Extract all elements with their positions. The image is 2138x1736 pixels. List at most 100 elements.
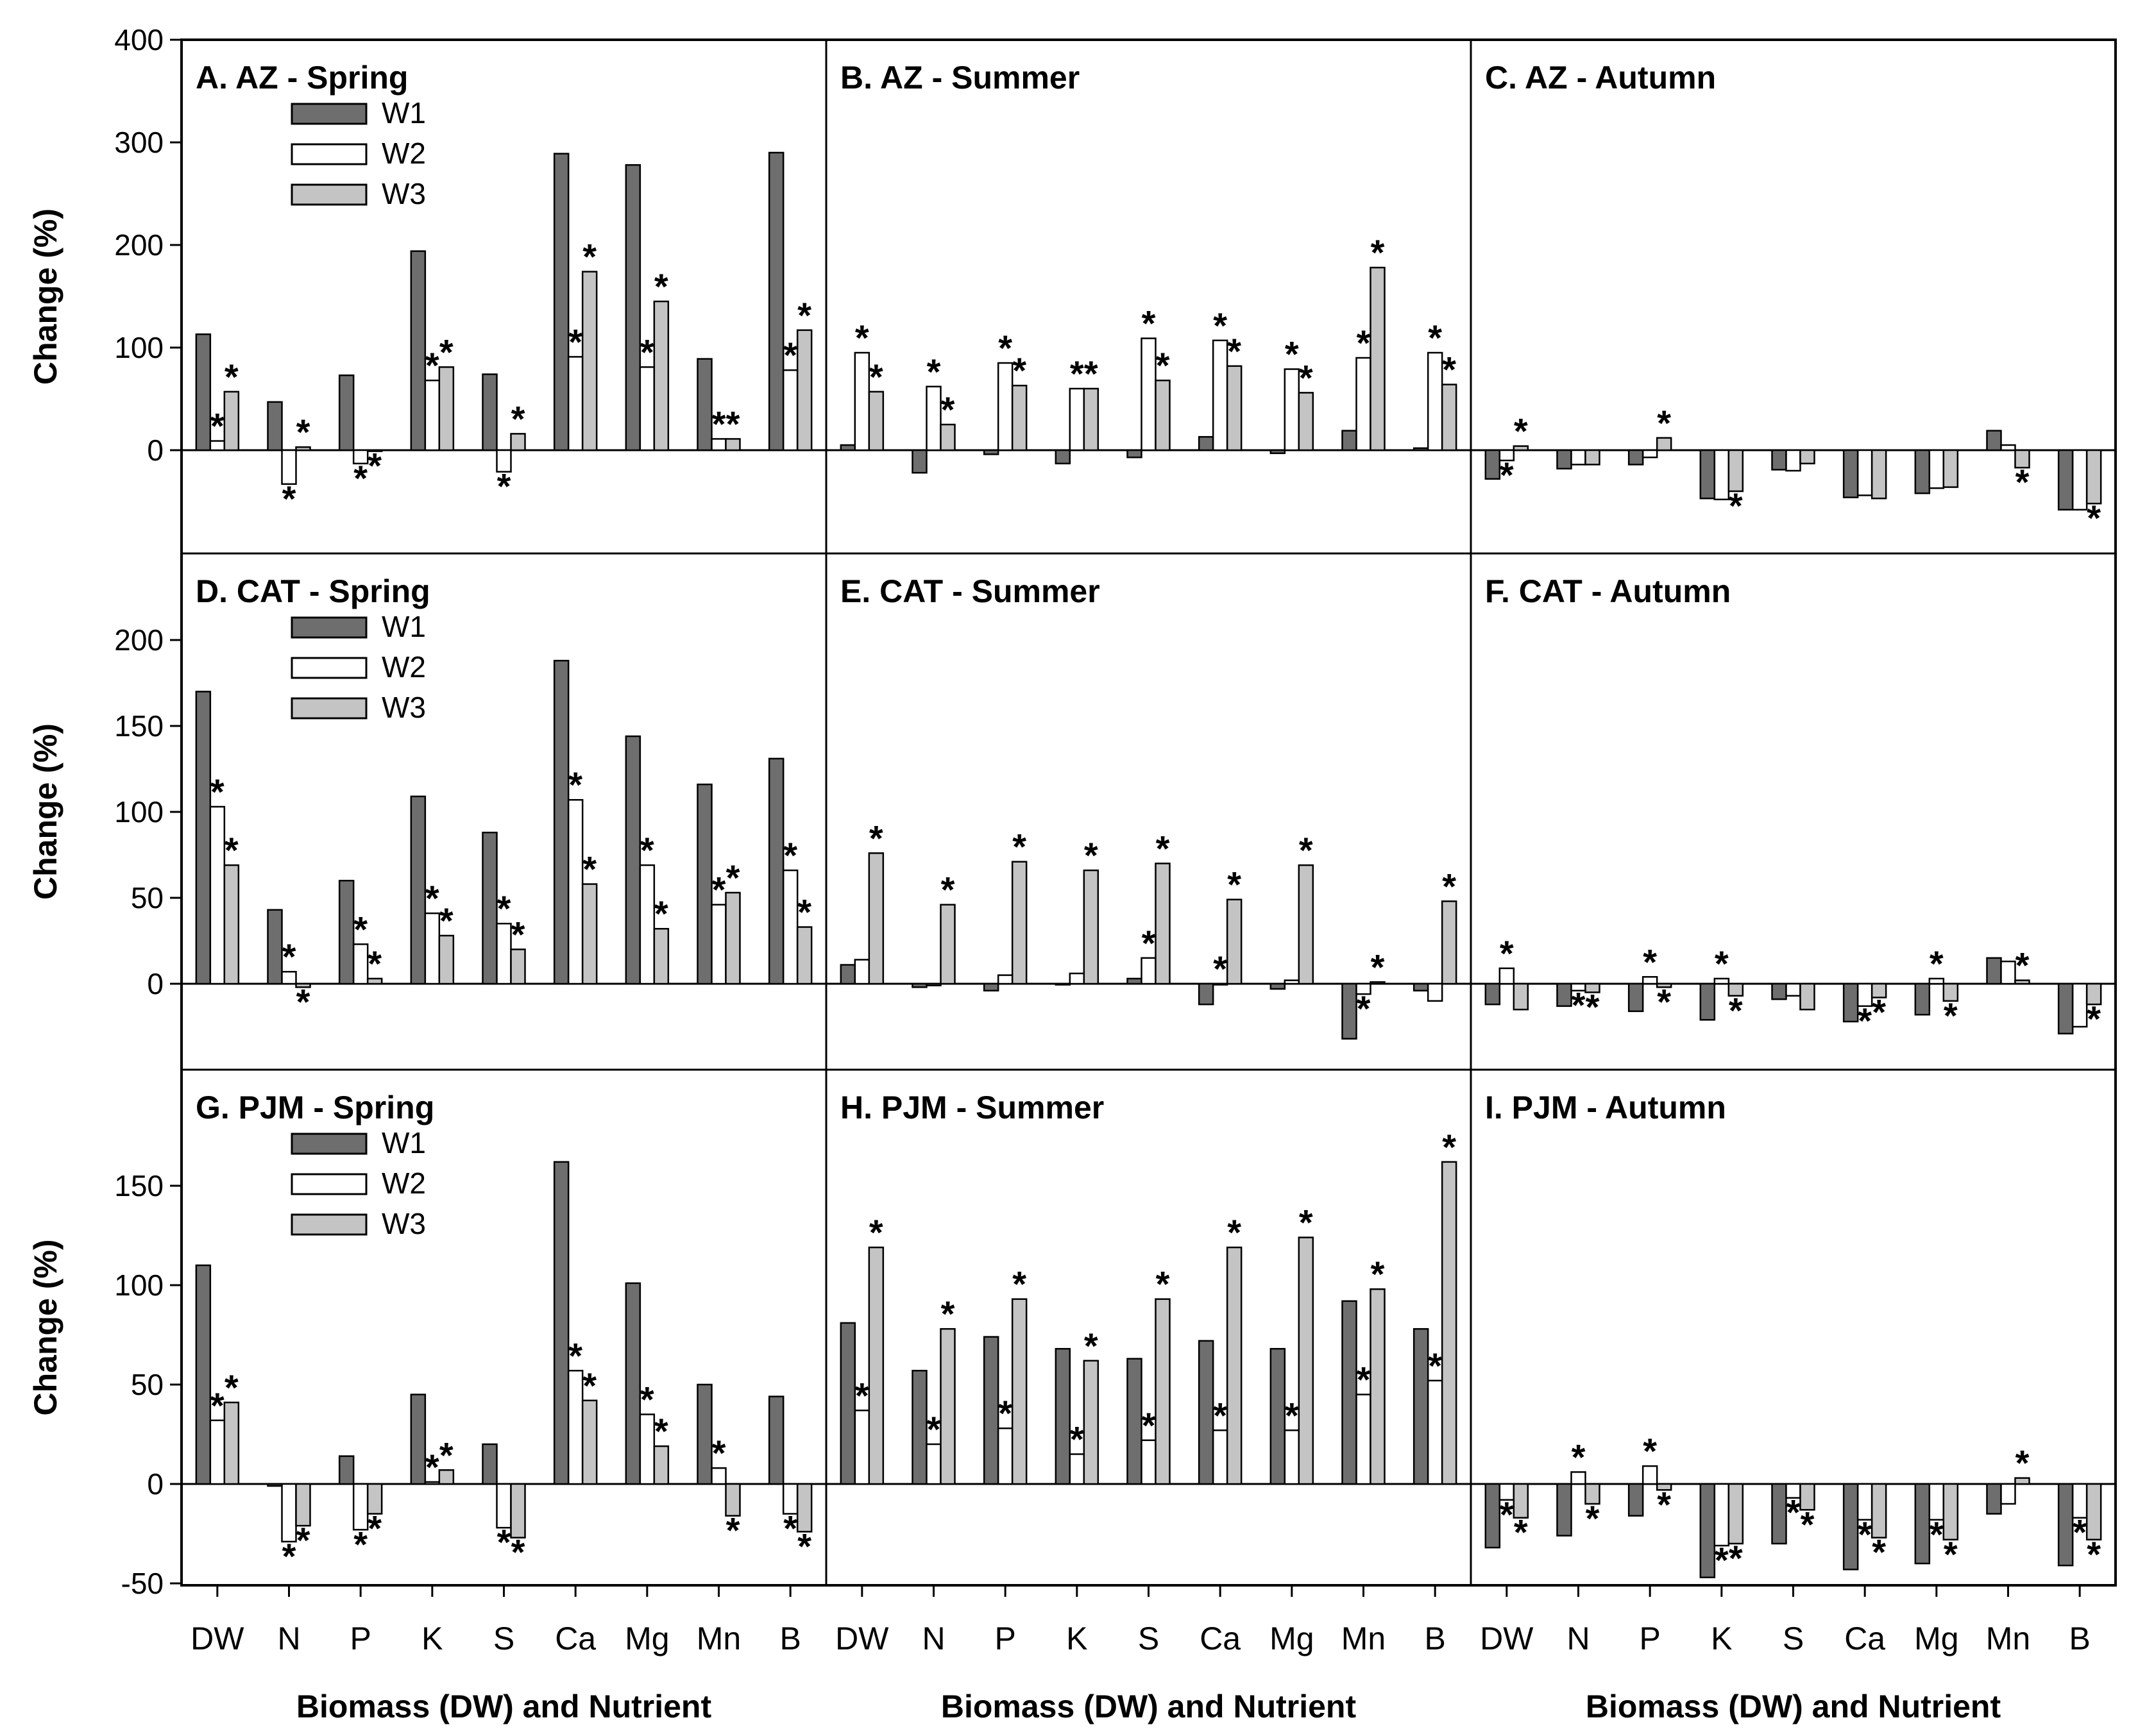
y-tick-label: 0 (147, 1467, 164, 1501)
bar-w3-s (1799, 982, 1815, 1011)
bar-w1-k (1055, 449, 1071, 465)
bar-w1-ca (553, 1161, 570, 1485)
bar-w1-b (1413, 982, 1429, 991)
significance-star: * (1428, 1345, 1442, 1386)
bar-w2-b (782, 369, 799, 451)
panel-title: E. CAT - Summer (840, 573, 1100, 609)
significance-star: * (1285, 1395, 1299, 1435)
panel-2: ** **** (1471, 403, 2116, 538)
significance-star: * (1084, 1326, 1098, 1366)
y-tick-label: 100 (114, 1268, 164, 1302)
significance-star: * (1930, 1514, 1944, 1555)
bar-w1-k (1699, 982, 1716, 1021)
x-tick-label: Ca (1200, 1621, 1241, 1656)
bar-w1-b (1413, 1327, 1429, 1485)
bar-w1-dw (1484, 982, 1501, 1006)
significance-star: * (353, 458, 368, 498)
bar-w1-k (1055, 982, 1071, 986)
bar-w3-k (1083, 387, 1099, 451)
significance-star: * (368, 943, 382, 984)
x-tick-label: K (1066, 1621, 1087, 1656)
x-tick-label: DW (835, 1621, 889, 1656)
bar-w1-ca (1842, 982, 1859, 1023)
bar-w3-mn (1370, 981, 1386, 985)
legend-swatch-w2 (291, 143, 368, 165)
significance-star: * (1285, 334, 1299, 375)
significance-star: * (1643, 1431, 1657, 1471)
significance-star: * (1012, 827, 1026, 867)
significance-star: * (568, 321, 582, 362)
significance-star: * (225, 1367, 239, 1408)
bar-w2-dw (854, 959, 870, 985)
significance-star: * (1944, 995, 1958, 1036)
significance-star: * (2015, 1443, 2030, 1483)
bar-w1-mg (625, 164, 641, 451)
bar-w3-mg (1942, 982, 1959, 1002)
significance-star: * (1801, 1504, 1815, 1544)
significance-star: * (998, 328, 1012, 368)
significance-star: * (497, 1522, 511, 1562)
bar-w3-k (1727, 449, 1744, 493)
x-axis-title: Biomass (DW) and Nutrient (296, 1689, 712, 1724)
bar-w3-dw (868, 1246, 885, 1485)
y-tick-label: 100 (114, 795, 164, 829)
bar-w2-p (997, 1427, 1014, 1485)
bar-w1-dw (840, 444, 856, 451)
legend-label-w1: W1 (382, 1126, 426, 1159)
significance-star: * (1357, 323, 1371, 363)
significance-star: * (1572, 985, 1586, 1025)
bar-w3-s (1155, 863, 1171, 985)
bar-w3-p (1011, 384, 1028, 451)
bar-w3-mg (1298, 864, 1314, 985)
legend-label-w3: W3 (382, 1207, 426, 1240)
significance-star: * (1586, 986, 1600, 1027)
significance-star: * (296, 1520, 310, 1560)
bar-w2-mn (711, 904, 727, 985)
bar-w2-n (281, 449, 297, 485)
bar-w3-n (1584, 1483, 1600, 1505)
bar-w3-p (1011, 1298, 1028, 1485)
significance-star: * (1872, 991, 1886, 1032)
panel-6: * ** * * ** ** *** **** * * (182, 1161, 826, 1576)
bar-w2-k (1713, 449, 1730, 501)
bar-w1-s (1771, 1483, 1787, 1545)
bar-w2-k (1713, 1483, 1730, 1547)
bar-w1-mn (697, 783, 713, 985)
bar-w3-p (1011, 861, 1028, 985)
bar-w1-k (1699, 1483, 1716, 1578)
bar-w3-p (1656, 982, 1672, 988)
bar-w3-dw (868, 852, 885, 985)
legend-swatch-w3 (291, 1213, 368, 1236)
bar-w3-mg (653, 1445, 670, 1485)
significance-star: * (1500, 933, 1514, 973)
significance-star: * (1944, 1534, 1958, 1574)
significance-star: * (869, 818, 883, 858)
bar-w2-k (1069, 387, 1085, 451)
bar-w1-mg (1269, 982, 1286, 990)
legend-label-w3: W3 (382, 177, 426, 210)
significance-star: * (941, 1294, 955, 1334)
bar-w3-ca (581, 883, 598, 985)
bar-w1-n (267, 909, 283, 985)
bar-w2-b (1427, 982, 1443, 1002)
significance-star: * (1142, 923, 1156, 963)
bar-w1-mg (625, 735, 641, 985)
significance-star: * (1500, 1494, 1514, 1535)
significance-star: * (797, 892, 811, 932)
bar-w1-mg (1914, 449, 1931, 494)
bar-w1-mn (697, 1383, 713, 1485)
bar-w3-dw (1513, 445, 1529, 451)
bar-w2-s (496, 449, 512, 473)
bar-w2-n (926, 385, 942, 451)
bar-w2-mg (1928, 449, 1945, 489)
panel-1: ** **** * ***** ****** (826, 232, 1471, 474)
bar-w3-b (1441, 383, 1457, 451)
bar-w1-b (2057, 449, 2074, 511)
bar-w3-mn (725, 891, 741, 985)
bar-w1-p (338, 879, 355, 985)
bar-w1-mg (1269, 449, 1286, 455)
bar-w1-dw (195, 333, 212, 451)
significance-star: * (1442, 1127, 1456, 1167)
significance-star: * (1156, 1264, 1170, 1304)
panel-5: ** ***** * ***** (1471, 933, 2116, 1041)
